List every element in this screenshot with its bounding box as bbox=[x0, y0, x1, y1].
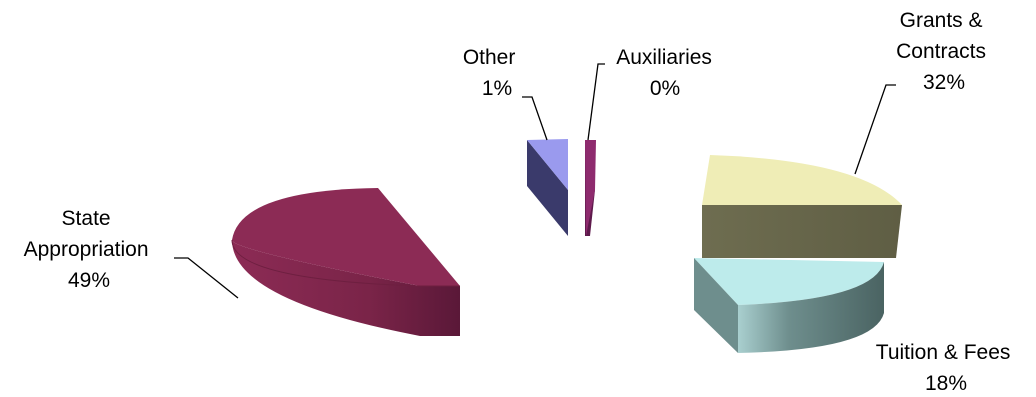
label-auxiliaries-line1: Auxiliaries bbox=[616, 46, 712, 69]
slice-tuition-fees-top bbox=[694, 258, 884, 305]
slice-other bbox=[527, 139, 568, 236]
slice-tuition-fees-side bbox=[738, 262, 884, 353]
slice-grants-contracts-top bbox=[702, 155, 902, 205]
slice-grants-contracts-side bbox=[702, 205, 902, 258]
slice-state-appropriation-side bbox=[232, 240, 460, 336]
label-auxiliaries: Auxiliaries 0% bbox=[616, 46, 718, 100]
slice-auxiliaries-top bbox=[585, 140, 596, 236]
slice-tuition-fees bbox=[694, 258, 884, 353]
label-auxiliaries-percent: 0% bbox=[650, 77, 680, 100]
leader-line-grants bbox=[854, 84, 896, 175]
label-grants-contracts: Grants & Contracts 32% bbox=[896, 9, 992, 94]
label-tuition-percent: 18% bbox=[925, 372, 967, 395]
label-other-line1: Other bbox=[463, 46, 516, 69]
slice-auxiliaries bbox=[585, 140, 596, 236]
label-state-line2: Appropriation bbox=[24, 238, 149, 261]
label-grants-line2: Contracts bbox=[896, 40, 986, 63]
leader-line-other bbox=[522, 96, 548, 141]
slice-other-side bbox=[527, 140, 568, 236]
label-tuition-line1: Tuition & Fees bbox=[876, 341, 1011, 364]
slice-state-appropriation-top bbox=[232, 188, 460, 286]
label-other-percent: 1% bbox=[482, 77, 512, 100]
slice-tuition-fees-front bbox=[694, 258, 738, 353]
leader-line-state bbox=[174, 257, 239, 299]
label-grants-line1: Grants & bbox=[900, 9, 983, 32]
label-tuition-fees: Tuition & Fees 18% bbox=[876, 341, 1016, 395]
slice-other-top bbox=[527, 139, 568, 190]
label-grants-percent: 32% bbox=[923, 71, 965, 94]
slice-state-appropriation-edge bbox=[231, 239, 460, 287]
label-state-line1: State bbox=[62, 207, 111, 230]
slice-state-appropriation bbox=[231, 188, 460, 336]
slice-grants-contracts bbox=[702, 155, 902, 258]
label-other: Other 1% bbox=[463, 46, 521, 100]
leader-line-auxiliaries bbox=[587, 63, 605, 141]
label-state-percent: 49% bbox=[68, 269, 110, 292]
label-state-appropriation: State Appropriation 49% bbox=[24, 207, 155, 292]
